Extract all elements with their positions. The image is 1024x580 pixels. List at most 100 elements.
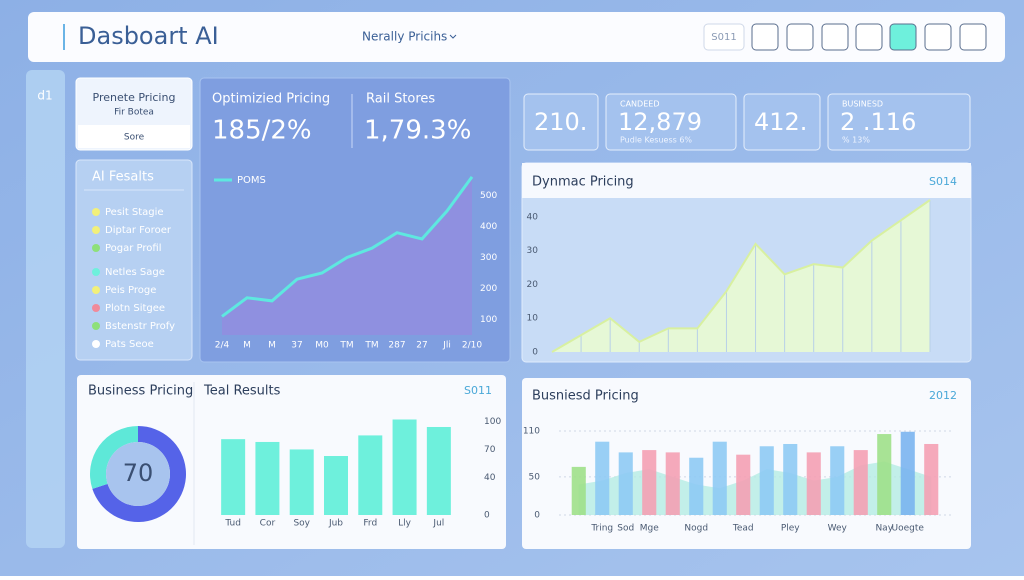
- donut-slice: [92, 426, 186, 522]
- header-button-label: S011: [711, 32, 736, 43]
- line: [221, 176, 474, 318]
- area-fill: [222, 176, 472, 335]
- chart-title: Optimizied Pricing: [212, 92, 330, 107]
- kpi-label: CANDEED: [620, 100, 659, 109]
- side-label: d1: [37, 89, 52, 103]
- x-tick-label: Sod: [617, 524, 634, 534]
- header-icons: [751, 23, 987, 51]
- x-tick-label: Frd: [363, 519, 377, 529]
- headline: 185/2%: [212, 116, 312, 146]
- legend-dot: [92, 304, 100, 312]
- x-tick-label: Pley: [781, 524, 800, 534]
- x-tick-label: Nogd: [684, 524, 708, 534]
- donut-value: 70: [123, 459, 154, 487]
- x-tick-label: TM: [339, 341, 353, 351]
- bar: [618, 452, 633, 515]
- bar: [255, 441, 280, 515]
- y-tick-label: 500: [480, 191, 497, 201]
- bar: [877, 434, 892, 515]
- app-title: Dasboart AI: [78, 22, 219, 50]
- nav-menu[interactable]: Nerally Pricihs: [362, 30, 447, 44]
- legend-dot: [92, 226, 100, 234]
- y-tick-label: 110: [523, 427, 540, 437]
- x-tick-label: M: [243, 341, 251, 351]
- legend-item: Pats Seoe: [105, 339, 154, 350]
- x-tick-label: Tead: [732, 524, 754, 534]
- bar: [665, 452, 680, 515]
- icon-button[interactable]: [855, 23, 883, 51]
- y-tick-label: 40: [527, 212, 539, 222]
- legend-item: Bstenstr Profy: [105, 321, 175, 332]
- legend-item: Plotn Sitgee: [105, 303, 165, 314]
- x-tick-label: Cor: [260, 519, 276, 529]
- bar: [571, 466, 586, 515]
- bar: [324, 456, 348, 515]
- icon-button[interactable]: [959, 23, 987, 51]
- kpi-sub: Pudle Kesuess 6%: [620, 136, 692, 145]
- x-tick-label: Tring: [590, 524, 613, 534]
- y-tick-label: 30: [527, 246, 539, 256]
- x-tick-label: Nay: [875, 524, 893, 534]
- chart-title: Teal Results: [203, 384, 281, 399]
- bar: [759, 446, 774, 515]
- legend-dot: [92, 268, 100, 276]
- header-button[interactable]: [703, 23, 745, 51]
- bar: [736, 454, 751, 515]
- x-tick-label: 27: [416, 341, 427, 351]
- x-tick-label: Jul: [432, 519, 444, 529]
- icon-button[interactable]: [751, 23, 779, 51]
- legend-item: Peis Proge: [105, 285, 156, 296]
- legend-dot: [92, 340, 100, 348]
- y-tick-label: 40: [484, 473, 496, 483]
- y-tick-label: 0: [484, 511, 490, 521]
- bar: [642, 450, 657, 515]
- bar: [924, 443, 939, 515]
- bar: [392, 419, 417, 515]
- donut-slice: [90, 426, 138, 489]
- y-tick-label: 400: [480, 222, 497, 232]
- bar: [426, 426, 451, 515]
- bar: [806, 452, 821, 515]
- kpi-sub: % 13%: [842, 136, 870, 145]
- x-tick-label: Wey: [828, 524, 848, 534]
- chart-corner: 2012: [929, 389, 957, 402]
- card-subtitle: Fir Botea: [114, 108, 154, 118]
- x-tick-label: Lly: [398, 519, 412, 529]
- x-tick-label: TM: [364, 341, 378, 351]
- icon-button[interactable]: [786, 23, 814, 51]
- panel-header: [522, 163, 971, 198]
- icon-button[interactable]: [821, 23, 849, 51]
- chart-corner: S011: [464, 384, 492, 397]
- legend-dot: [92, 286, 100, 294]
- x-tick-label: Jli: [442, 341, 451, 351]
- side-strip: [26, 70, 65, 548]
- x-tick-label: 2/10: [462, 341, 482, 351]
- x-tick-label: Tud: [224, 519, 241, 529]
- card-title: Prenete Pricing: [93, 91, 176, 104]
- chart-corner: S014: [929, 175, 957, 188]
- y-tick-label: 50: [529, 472, 541, 482]
- nav-caret: [449, 34, 457, 39]
- x-tick-label: Uoegte: [892, 524, 925, 534]
- x-tick-label: M0: [315, 341, 329, 351]
- y-tick-label: 70: [484, 445, 496, 455]
- x-tick-label: 2/4: [215, 341, 230, 351]
- x-tick-label: M: [268, 341, 276, 351]
- card-button[interactable]: [78, 125, 190, 148]
- y-tick-label: 100: [484, 417, 501, 427]
- chart-title: Busniesd Pricing: [532, 389, 639, 404]
- legend-dot: [92, 322, 100, 330]
- y-tick-label: 100: [480, 315, 497, 325]
- results-title: AI Fesalts: [92, 170, 154, 185]
- bar: [712, 441, 727, 515]
- kpi-label: BUSINESD: [842, 100, 883, 109]
- legend-item: Pesit Stagie: [105, 207, 164, 218]
- legend-item: Netles Sage: [105, 267, 165, 278]
- bar: [595, 441, 610, 515]
- card-button-label: Sore: [124, 133, 145, 143]
- x-tick-label: Soy: [293, 519, 310, 529]
- icon-button-active[interactable]: [889, 23, 917, 51]
- x-tick-label: 287: [388, 341, 405, 351]
- icon-button[interactable]: [924, 23, 952, 51]
